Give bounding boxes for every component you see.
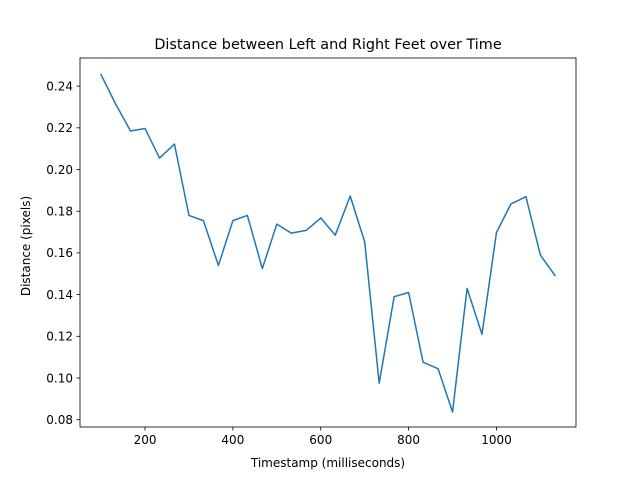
x-tick-label: 200 [134, 433, 157, 447]
series-line-0 [100, 73, 556, 413]
y-tick-label: 0.08 [46, 413, 73, 427]
y-axis-label: Distance (pixels) [19, 196, 33, 296]
x-tick-label: 800 [397, 433, 420, 447]
x-axis-label: Timestamp (milliseconds) [250, 456, 405, 470]
y-tick-label: 0.10 [46, 371, 73, 385]
y-tick-label: 0.20 [46, 163, 73, 177]
y-tick-label: 0.12 [46, 330, 73, 344]
chart-title: Distance between Left and Right Feet ove… [154, 37, 502, 53]
x-tick-label: 600 [309, 433, 332, 447]
x-tick-label: 1000 [481, 433, 512, 447]
y-tick-label: 0.22 [46, 121, 73, 135]
x-tick-label: 400 [221, 433, 244, 447]
plot-area: 200 400 600 800 1000 0.08 0.10 0.12 0.14 0.16 0.18… [46, 57, 577, 447]
axes-frame [79, 57, 577, 428]
y-tick-label: 0.14 [46, 288, 73, 302]
y-tick-label: 0.24 [46, 79, 73, 93]
y-tick-label: 0.16 [46, 246, 73, 260]
y-tick-label: 0.18 [46, 205, 73, 219]
